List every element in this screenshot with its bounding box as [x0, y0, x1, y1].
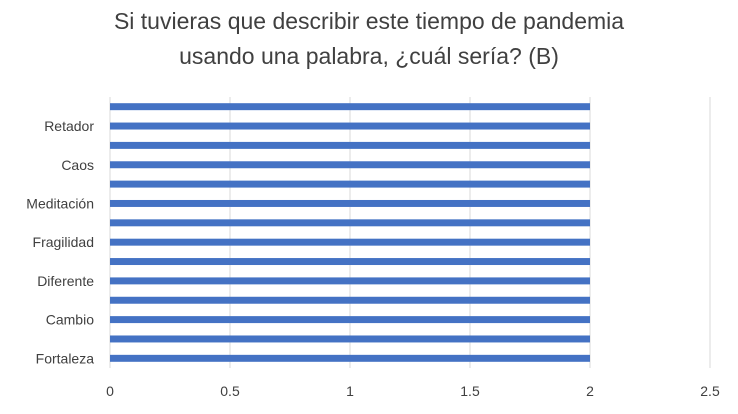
bar	[110, 180, 590, 188]
bar	[110, 219, 590, 227]
x-tick-label: 2	[586, 383, 594, 399]
bar	[110, 199, 590, 207]
bar	[110, 161, 590, 169]
category-label: Fortaleza	[36, 350, 95, 366]
x-tick-label: 2.5	[700, 383, 720, 399]
bar	[110, 258, 590, 266]
bar	[110, 141, 590, 149]
chart-title-line-1: Si tuvieras que describir este tiempo de…	[113, 8, 625, 34]
category-label: Caos	[61, 157, 94, 173]
bar	[110, 296, 590, 304]
bar	[110, 335, 590, 343]
bar	[110, 122, 590, 130]
category-label: Fragilidad	[33, 234, 94, 250]
bar	[110, 277, 590, 285]
bar	[110, 316, 590, 324]
x-tick-label: 1.5	[460, 383, 480, 399]
bar	[110, 238, 590, 246]
category-label: Retador	[44, 118, 94, 134]
x-tick-label: 0	[106, 383, 114, 399]
bar	[110, 354, 590, 362]
bar	[110, 103, 590, 111]
chart-title-line-2: usando una palabra, ¿cuál sería? (B)	[179, 43, 559, 69]
category-label: Cambio	[46, 312, 94, 328]
x-tick-label: 1	[346, 383, 354, 399]
x-tick-label: 0.5	[220, 383, 240, 399]
category-label: Meditación	[26, 195, 94, 211]
category-label: Diferente	[37, 273, 94, 289]
